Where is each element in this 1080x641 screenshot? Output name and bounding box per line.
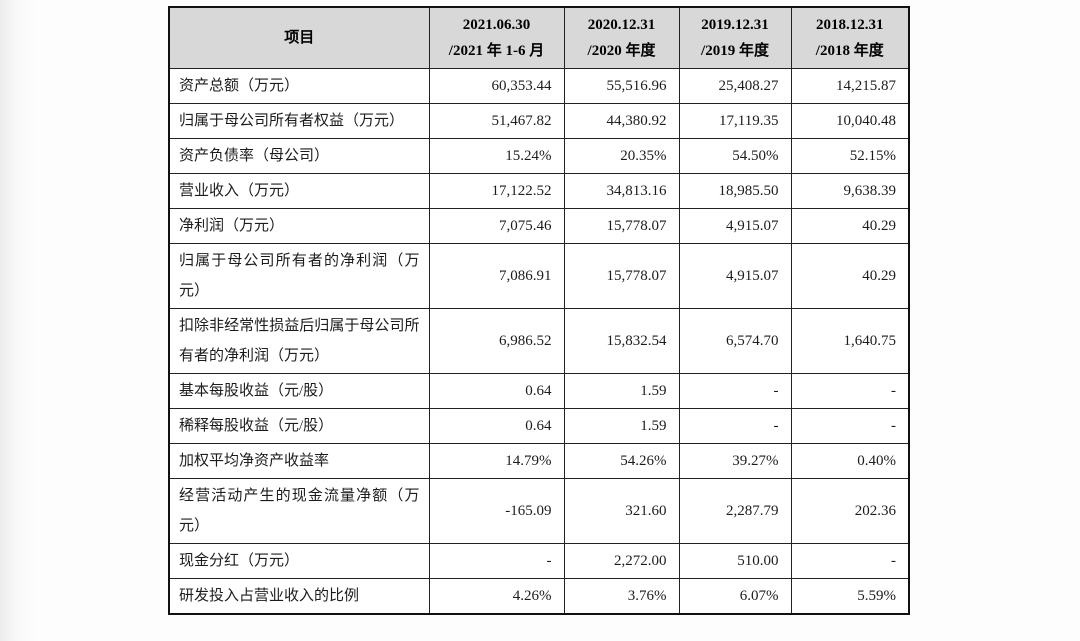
cell-value: 15,778.07: [563, 207, 680, 244]
row-label: 资产负债率（母公司）: [168, 137, 430, 174]
row-label: 归属于母公司所有者权益（万元）: [168, 102, 430, 139]
cell-value: 60,353.44: [428, 67, 565, 104]
cell-value: 14.79%: [428, 442, 565, 479]
cell-value: 18,985.50: [678, 172, 792, 209]
financial-summary-table: 项目 2021.06.30/2021 年 1-6 月 2020.12.31/2020…: [168, 6, 910, 615]
row-label: 营业收入（万元）: [168, 172, 430, 209]
header-line1: 2021.06.30: [462, 16, 531, 33]
cell-value: -: [790, 542, 910, 579]
column-header-period: 2020.12.31/2020 年度: [563, 6, 680, 69]
cell-value: 321.60: [563, 477, 680, 544]
row-label: 资产总额（万元）: [168, 67, 430, 104]
cell-value: 55,516.96: [563, 67, 680, 104]
row-label: 加权平均净资产收益率: [168, 442, 430, 479]
header-line1: 项目: [284, 29, 315, 46]
cell-value: 54.26%: [563, 442, 680, 479]
table-row: 基本每股收益（元/股） 0.64 1.59- -: [168, 372, 910, 409]
table-row: 现金分红（万元） -2,272.00 510.00-: [168, 542, 910, 579]
table-row: 营业收入（万元） 17,122.52 34,813.16 18,985.50 9,638…: [168, 172, 910, 209]
cell-value: 7,075.46: [428, 207, 565, 244]
row-label: 经营活动产生的现金流量净额（万元）: [168, 477, 430, 544]
header-line2: /2018 年度: [815, 42, 884, 59]
cell-value: 25,408.27: [678, 67, 792, 104]
row-label: 现金分红（万元）: [168, 542, 430, 579]
cell-value: 6,574.70: [678, 307, 792, 374]
cell-value: 9,638.39: [790, 172, 910, 209]
header-row: 项目 2021.06.30/2021 年 1-6 月 2020.12.31/2020…: [168, 6, 910, 69]
cell-value: -: [678, 407, 792, 444]
table-row: 资产负债率（母公司） 15.24% 20.35% 54.50% 52.15%: [168, 137, 910, 174]
cell-value: 7,086.91: [428, 242, 565, 309]
cell-value: 15,832.54: [563, 307, 680, 374]
cell-value: 51,467.82: [428, 102, 565, 139]
table-row: 归属于母公司所有者的净利润（万元） 7,086.91 15,778.07 4,915.…: [168, 242, 910, 309]
cell-value: 10,040.48: [790, 102, 910, 139]
row-label: 扣除非经常性损益后归属于母公司所有者的净利润（万元）: [168, 307, 430, 374]
cell-value: -: [678, 372, 792, 409]
cell-value: 1.59: [563, 372, 680, 409]
cell-value: 2,287.79: [678, 477, 792, 544]
cell-value: 5.59%: [790, 577, 910, 614]
cell-value: 4,915.07: [678, 207, 792, 244]
cell-value: 4,915.07: [678, 242, 792, 309]
table-row: 扣除非经常性损益后归属于母公司所有者的净利润（万元） 6,986.52 15,832…: [168, 307, 910, 374]
cell-value: 0.64: [428, 407, 565, 444]
cell-value: 3.76%: [563, 577, 680, 614]
cell-value: 6.07%: [678, 577, 792, 614]
table-row: 经营活动产生的现金流量净额（万元） -165.09 321.60 2,287.79 20…: [168, 477, 910, 544]
table-row: 归属于母公司所有者权益（万元） 51,467.82 44,380.92 17,119.…: [168, 102, 910, 139]
table-row: 稀释每股收益（元/股） 0.64 1.59- -: [168, 407, 910, 444]
cell-value: 2,272.00: [563, 542, 680, 579]
cell-value: -165.09: [428, 477, 565, 544]
header-line2: /2020 年度: [587, 42, 656, 59]
column-header-period: 2021.06.30/2021 年 1-6 月: [428, 6, 565, 69]
cell-value: 14,215.87: [790, 67, 910, 104]
cell-value: 0.64: [428, 372, 565, 409]
cell-value: 44,380.92: [563, 102, 680, 139]
table-row: 资产总额（万元） 60,353.44 55,516.96 25,408.27 14,21…: [168, 67, 910, 104]
cell-value: 1.59: [563, 407, 680, 444]
header-line1: 2019.12.31: [701, 16, 769, 33]
cell-value: -: [790, 372, 910, 409]
cell-value: 510.00: [678, 542, 792, 579]
cell-value: 40.29: [790, 242, 910, 309]
cell-value: 4.26%: [428, 577, 565, 614]
cell-value: 20.35%: [563, 137, 680, 174]
header-line1: 2018.12.31: [816, 16, 884, 33]
cell-value: -: [428, 542, 565, 579]
cell-value: 15,778.07: [563, 242, 680, 309]
column-header-period: 2018.12.31/2018 年度: [790, 6, 910, 69]
row-label: 稀释每股收益（元/股）: [168, 407, 430, 444]
cell-value: 15.24%: [428, 137, 565, 174]
column-header-period: 2019.12.31/2019 年度: [678, 6, 792, 69]
cell-value: 17,122.52: [428, 172, 565, 209]
row-label: 基本每股收益（元/股）: [168, 372, 430, 409]
cell-value: 52.15%: [790, 137, 910, 174]
row-label: 净利润（万元）: [168, 207, 430, 244]
header-line2: /2021 年 1-6 月: [448, 42, 545, 59]
cell-value: -: [790, 407, 910, 444]
cell-value: 34,813.16: [563, 172, 680, 209]
cell-value: 17,119.35: [678, 102, 792, 139]
header-line2: /2019 年度: [701, 42, 769, 59]
table-row: 研发投入占营业收入的比例 4.26% 3.76% 6.07% 5.59%: [168, 577, 910, 614]
column-header-item: 项目: [168, 6, 430, 69]
cell-value: 40.29: [790, 207, 910, 244]
table-body: 资产总额（万元） 60,353.44 55,516.96 25,408.27 14,21…: [168, 67, 910, 614]
cell-value: 6,986.52: [428, 307, 565, 374]
cell-value: 54.50%: [678, 137, 792, 174]
table-row: 净利润（万元） 7,075.46 15,778.07 4,915.07 40.29: [168, 207, 910, 244]
table-row: 加权平均净资产收益率 14.79% 54.26% 39.27% 0.40%: [168, 442, 910, 479]
row-label: 研发投入占营业收入的比例: [168, 577, 430, 614]
header-line1: 2020.12.31: [587, 16, 656, 33]
row-label: 归属于母公司所有者的净利润（万元）: [168, 242, 430, 309]
cell-value: 202.36: [790, 477, 910, 544]
cell-value: 1,640.75: [790, 307, 910, 374]
cell-value: 39.27%: [678, 442, 792, 479]
cell-value: 0.40%: [790, 442, 910, 479]
financial-summary-table-wrap: 项目 2021.06.30/2021 年 1-6 月 2020.12.31/2020…: [168, 6, 910, 615]
